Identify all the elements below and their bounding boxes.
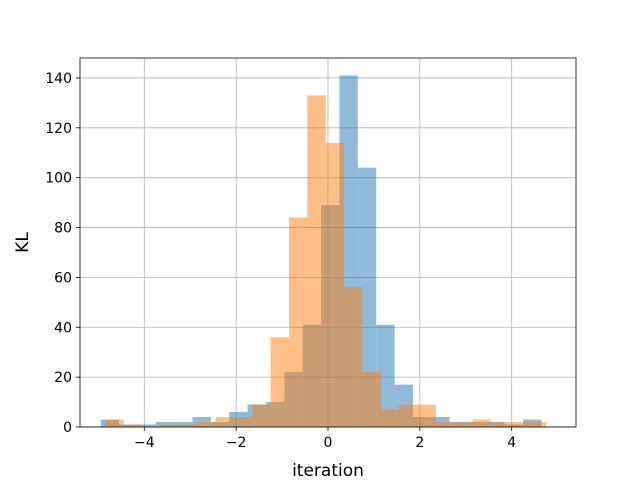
histogram-bar-series-2 — [435, 422, 455, 427]
histogram-bar-series-2 — [380, 409, 400, 427]
histogram-bar-series-2 — [160, 424, 179, 427]
histogram-bar-series-1 — [137, 424, 156, 427]
y-tick-label: 40 — [54, 320, 72, 336]
histogram-bar-series-2 — [344, 287, 363, 427]
histogram-bar-series-2 — [197, 422, 216, 427]
histogram-bar-series-2 — [215, 417, 234, 427]
x-tick-label: −4 — [134, 435, 155, 451]
y-tick-label: 60 — [54, 270, 72, 286]
histogram-bar-series-2 — [307, 95, 326, 427]
y-tick-label: 20 — [54, 370, 72, 386]
y-tick-label: 0 — [63, 420, 72, 436]
histogram-bar-series-2 — [399, 404, 418, 427]
histogram-bar-series-2 — [491, 422, 510, 427]
histogram-bar-series-2 — [417, 404, 436, 427]
histogram-bar-series-2 — [325, 142, 345, 427]
histogram-bar-series-2 — [454, 422, 473, 427]
y-tick-label: 140 — [45, 71, 72, 87]
x-tick-label: 0 — [324, 435, 333, 451]
x-axis-label: iteration — [292, 461, 364, 480]
histogram-bar-series-2 — [362, 372, 381, 427]
histogram-bar-series-2 — [105, 419, 124, 427]
x-tick-label: −2 — [226, 435, 247, 451]
bars-layer — [100, 75, 547, 428]
histogram-bar-series-2 — [123, 424, 142, 427]
histogram-bar-series-2 — [472, 419, 492, 427]
histogram-bar-series-2 — [509, 422, 528, 427]
x-tick-label: 4 — [507, 435, 516, 451]
x-tick-label: 2 — [415, 435, 424, 451]
y-tick-label: 80 — [54, 221, 72, 237]
histogram-bar-series-2 — [178, 424, 198, 427]
histogram-bar-series-2 — [288, 217, 308, 427]
y-axis-label: KL — [13, 232, 33, 253]
y-tick-label: 100 — [45, 171, 72, 187]
histogram-bar-series-2 — [233, 417, 253, 427]
histogram-bar-series-2 — [252, 404, 271, 427]
histogram-bar-series-2 — [270, 337, 289, 427]
histogram-bar-series-2 — [527, 422, 547, 427]
y-tick-label: 120 — [45, 121, 72, 137]
